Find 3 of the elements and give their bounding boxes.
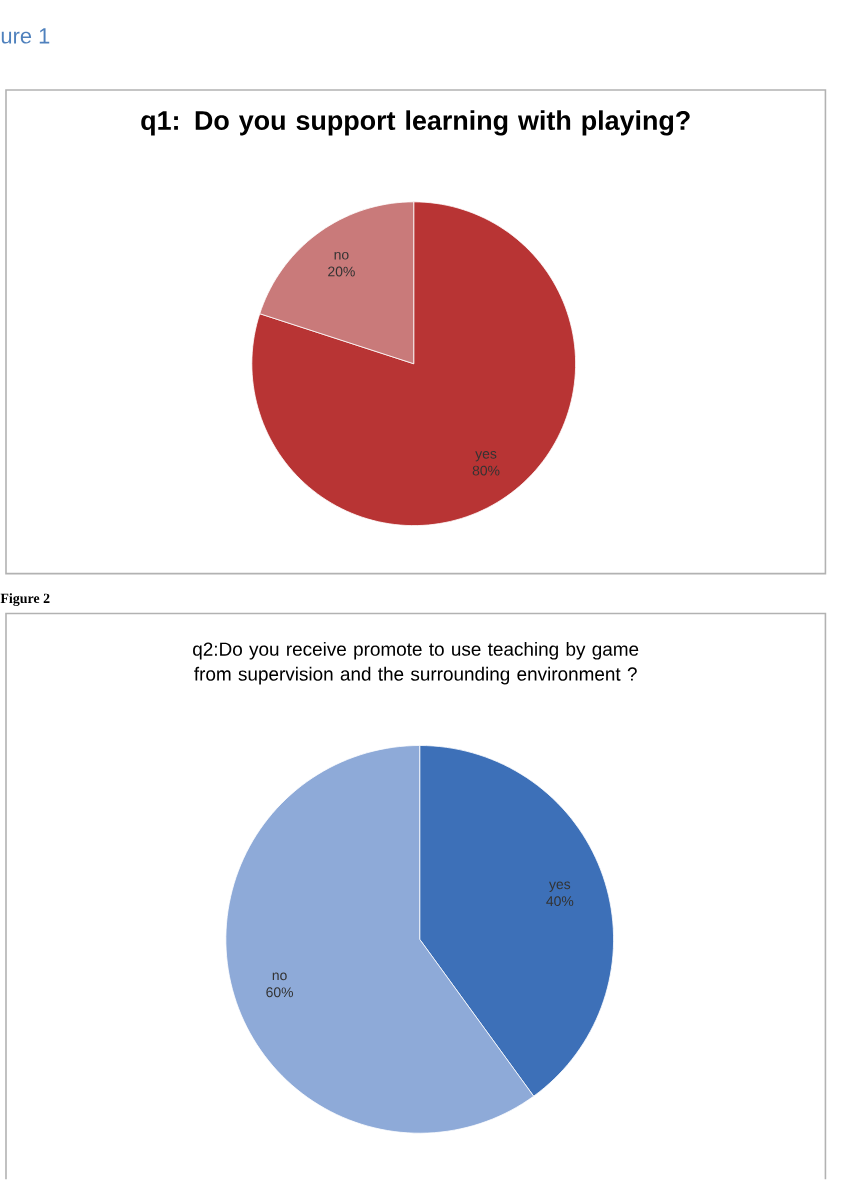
text: ure 1 (2, 28, 50, 44)
chart-title: q1: Do you support learning with playing? (141, 110, 690, 136)
chart-title: q2:Do you receive promote to use teaching by game from supervision and the surrounding environment ? (193, 641, 639, 685)
